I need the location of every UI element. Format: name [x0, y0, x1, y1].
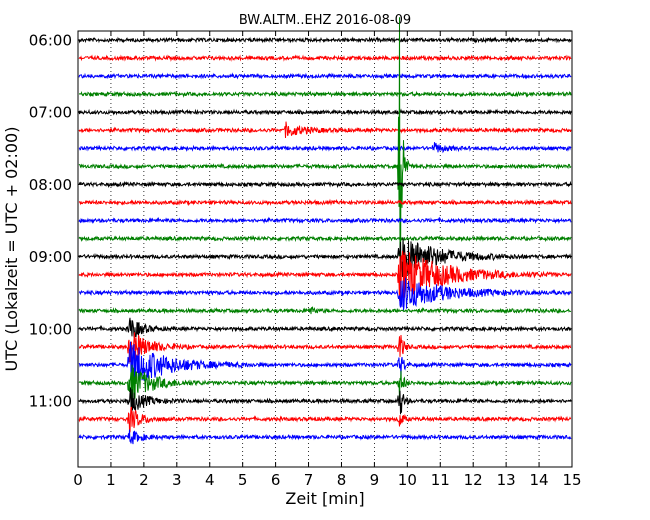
- x-tick-label: 8: [337, 471, 347, 489]
- x-tick-label: 0: [73, 471, 83, 489]
- x-tick-label: 11: [431, 471, 450, 489]
- x-tick-label: 7: [304, 471, 314, 489]
- trace-0730: [78, 142, 572, 154]
- trace-0800: [78, 180, 572, 189]
- y-axis-label: UTC (Lokalzeit = UTC + 02:00): [2, 127, 21, 372]
- y-tick-label: 11:00: [29, 393, 72, 411]
- x-axis-label: Zeit [min]: [285, 489, 364, 508]
- plot-frame: [77, 30, 573, 468]
- x-tick-label: 9: [370, 471, 380, 489]
- trace-1115: [78, 406, 572, 433]
- chart-title: BW.ALTM..EHZ 2016-08-09: [239, 13, 411, 28]
- trace-0700: [78, 108, 572, 116]
- x-tick-label: 15: [562, 471, 581, 489]
- trace-0900: [78, 237, 572, 278]
- trace-0930: [78, 277, 572, 311]
- trace-0715: [78, 121, 572, 139]
- trace-0945: [78, 306, 572, 315]
- y-tick-label: 10:00: [29, 320, 72, 338]
- y-tick-label: 08:00: [29, 176, 72, 194]
- trace-1130: [78, 429, 572, 445]
- x-axis-ticks: 0 1 2 3 4 5 6 7 8 9 10 11 12 13 14 15: [73, 31, 582, 489]
- x-tick-label: 12: [464, 471, 483, 489]
- trace-0815: [78, 198, 572, 207]
- y-tick-label: 07:00: [29, 104, 72, 122]
- y-tick-label: 06:00: [29, 32, 72, 50]
- x-tick-label: 10: [398, 471, 417, 489]
- grid-lines: [110, 31, 540, 467]
- x-tick-label: 1: [106, 471, 116, 489]
- trace-0615: [78, 54, 572, 62]
- x-tick-label: 6: [271, 471, 281, 489]
- x-tick-label: 14: [530, 471, 549, 489]
- trace-0630: [78, 72, 572, 80]
- traces: [78, 17, 572, 445]
- x-tick-label: 4: [205, 471, 215, 489]
- y-axis-ticks: 06:00 07:00 08:00 09:00 10:00 11:00: [29, 32, 572, 411]
- trace-1030: [78, 341, 572, 385]
- trace-0845: [78, 234, 572, 243]
- trace-0830: [78, 216, 572, 225]
- trace-1100: [78, 387, 572, 415]
- trace-1000: [78, 317, 572, 340]
- x-tick-label: 2: [139, 471, 149, 489]
- trace-0600: [78, 36, 572, 44]
- x-tick-label: 5: [238, 471, 248, 489]
- trace-1045: [78, 364, 572, 401]
- trace-0915: [78, 250, 572, 302]
- x-tick-label: 3: [172, 471, 182, 489]
- y-tick-label: 09:00: [29, 248, 72, 266]
- trace-1015: [78, 332, 572, 363]
- x-tick-label: 13: [497, 471, 516, 489]
- trace-0645: [79, 90, 572, 98]
- trace-0745: [78, 17, 572, 278]
